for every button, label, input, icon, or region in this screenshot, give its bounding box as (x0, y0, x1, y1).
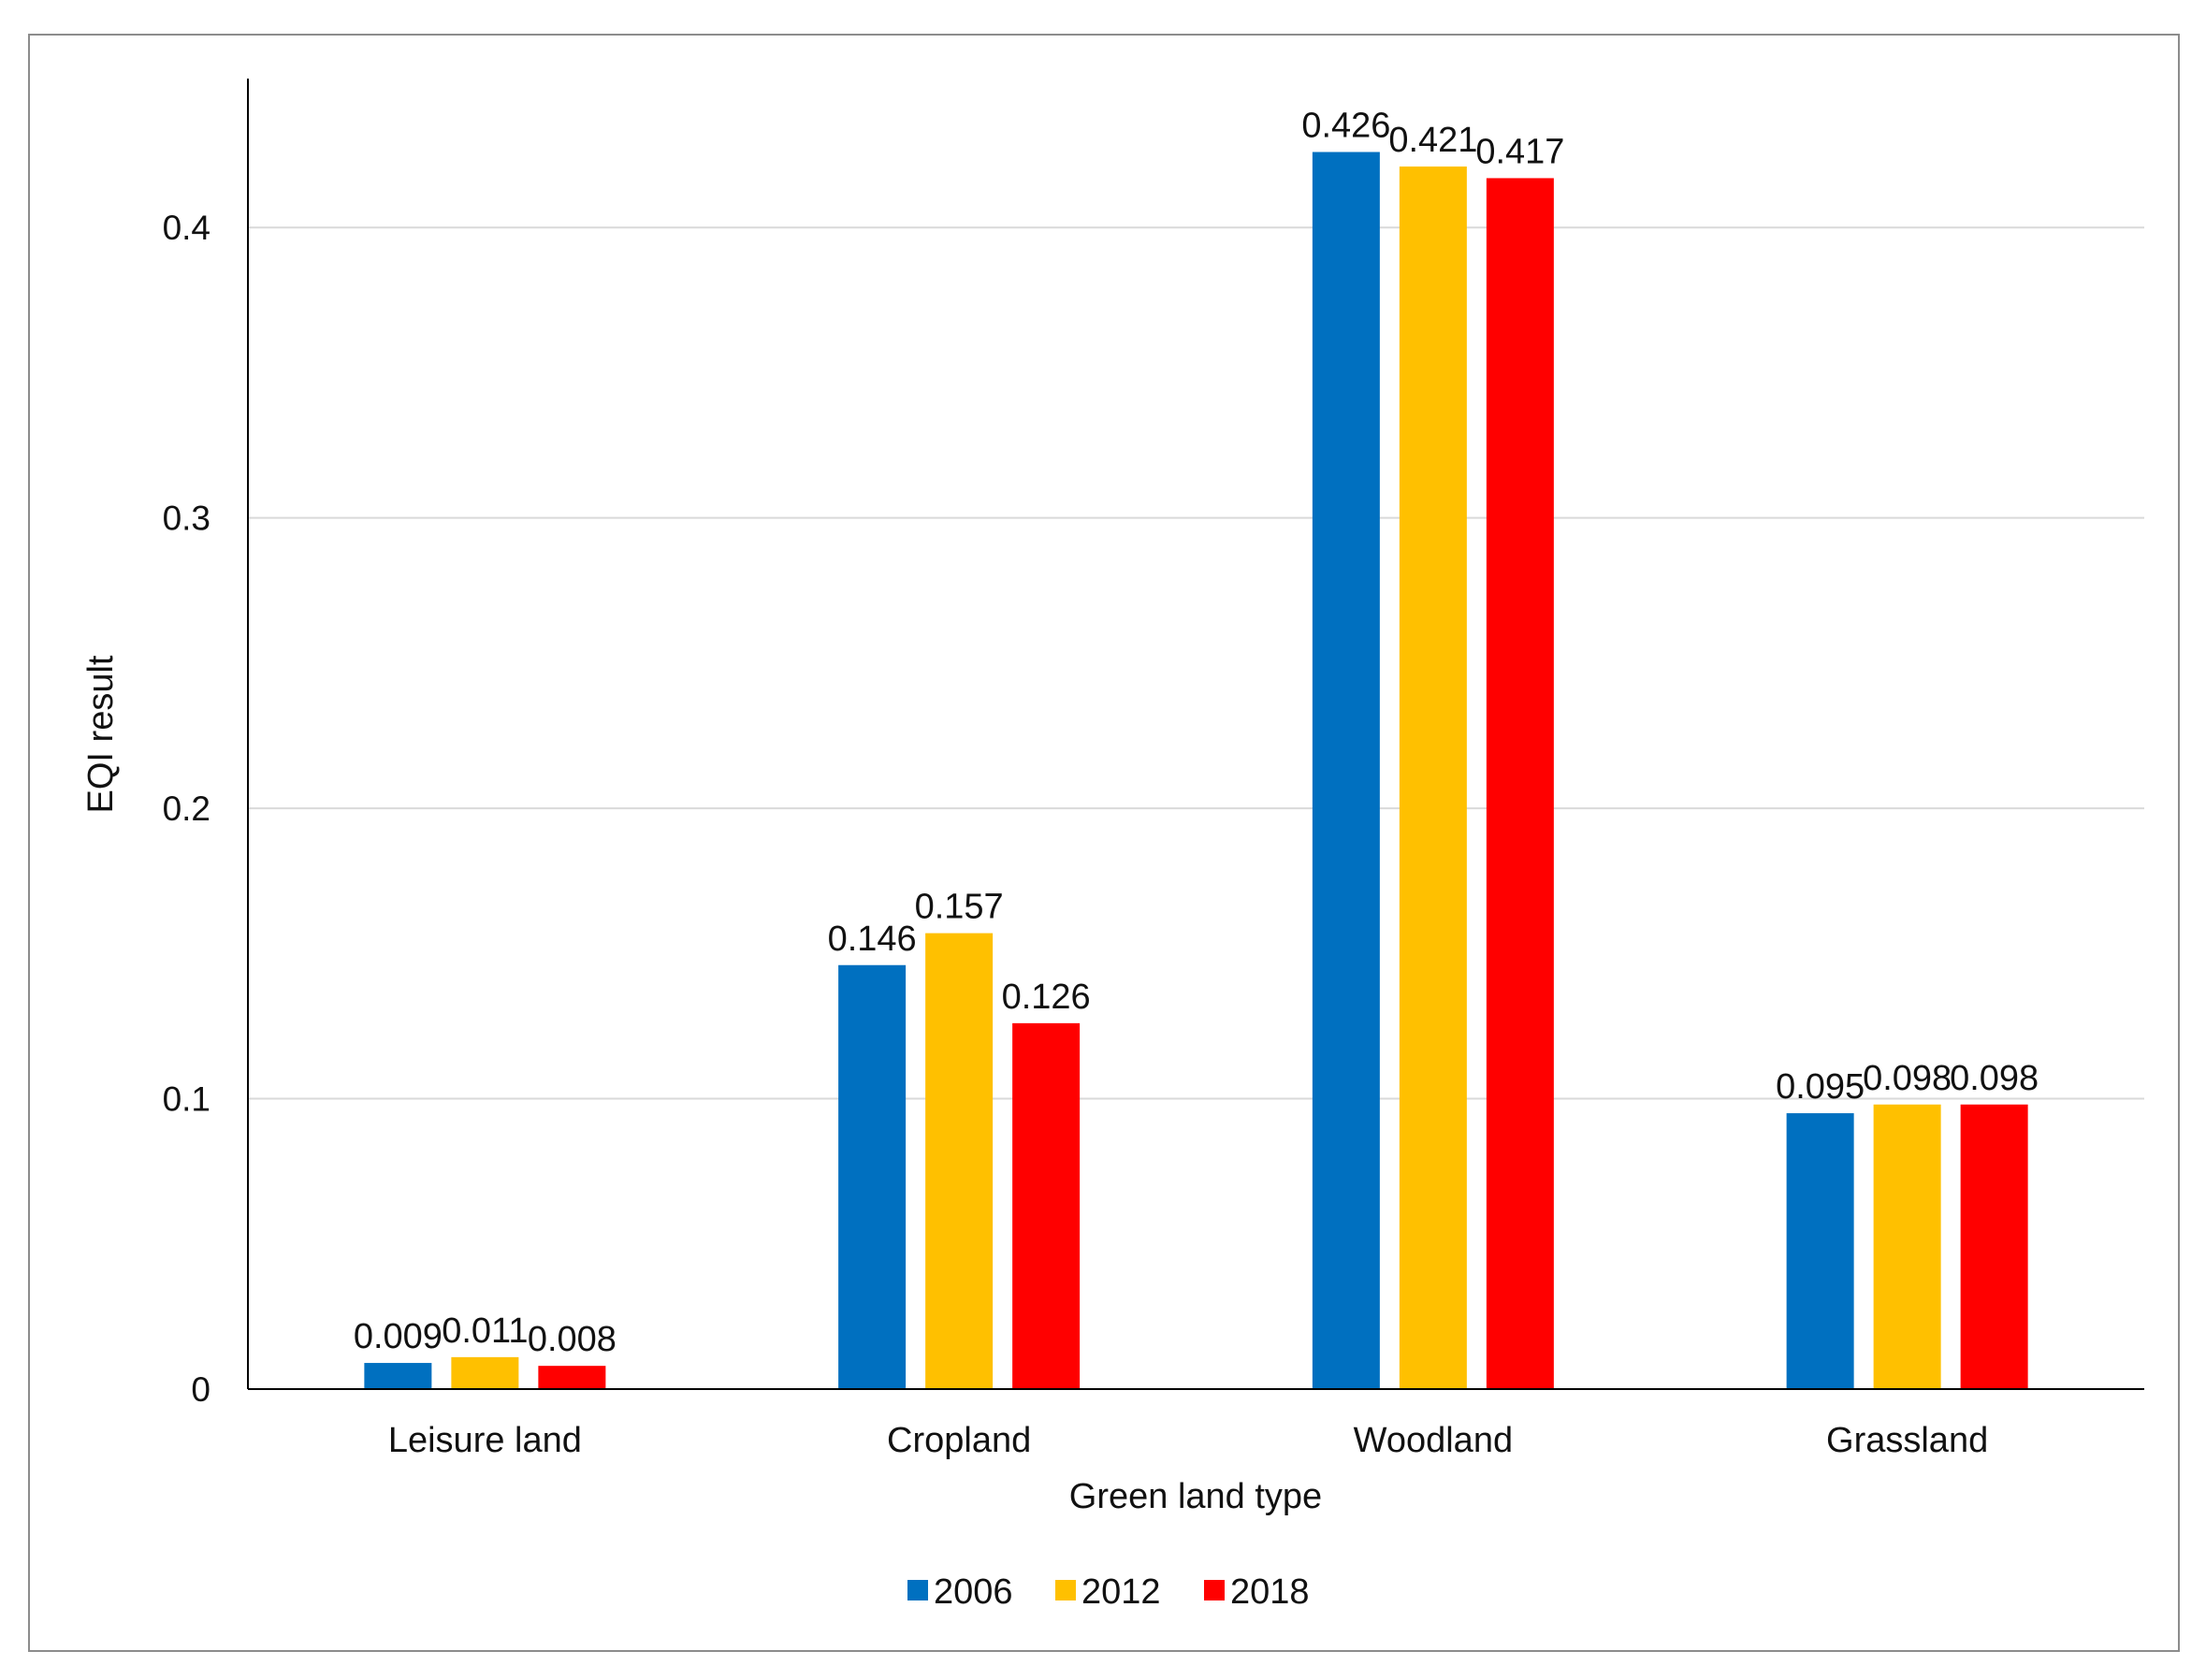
x-category-label: Woodland (1354, 1421, 1513, 1460)
axes (247, 79, 2144, 1390)
data-label: 0.011 (442, 1311, 528, 1351)
legend-swatch (1055, 1580, 1076, 1600)
bar-2012-grassland (1873, 1104, 1941, 1389)
bar-2006-cropland (838, 964, 907, 1389)
legend-swatch (907, 1580, 928, 1600)
y-tick-labels: 0 0.1 0.2 0.3 0.4 (163, 209, 210, 1409)
legend-item-2012: 2012 (1055, 1572, 1161, 1612)
bar-2012-woodland (1399, 167, 1467, 1389)
y-axis-title: EQI result (81, 655, 121, 813)
gridlines (248, 226, 2144, 1100)
data-label: 0.146 (828, 920, 917, 959)
x-category-label: Leisure land (388, 1421, 582, 1460)
x-category-label: Grassland (1826, 1421, 1988, 1460)
bar-2006-leisure-land (364, 1363, 432, 1389)
data-label: 0.008 (528, 1320, 617, 1359)
legend-swatch (1204, 1580, 1225, 1600)
x-axis-title: Green land type (1069, 1477, 1322, 1516)
legend-item-2006: 2006 (907, 1572, 1013, 1612)
bar-2018-grassland (1960, 1104, 2028, 1389)
data-label: 0.426 (1301, 107, 1390, 146)
x-category-labels: Leisure land Cropland Woodland Grassland (388, 1421, 1988, 1460)
bar-2012-leisure-land (451, 1356, 519, 1389)
data-label: 0.095 (1776, 1067, 1865, 1107)
x-category-label: Cropland (887, 1421, 1031, 1460)
data-label: 0.009 (354, 1317, 443, 1356)
data-label: 0.417 (1475, 132, 1564, 171)
y-tick-label: 0.4 (163, 209, 210, 247)
data-label: 0.098 (1950, 1059, 2039, 1098)
bars (364, 152, 2028, 1390)
data-label: 0.098 (1863, 1059, 1952, 1098)
legend-item-2018: 2018 (1204, 1572, 1310, 1612)
bar-2012-cropland (925, 933, 994, 1389)
data-label: 0.421 (1388, 121, 1477, 160)
bar-2018-woodland (1486, 178, 1554, 1390)
legend-label: 2006 (934, 1572, 1013, 1612)
y-tick-label: 0 (191, 1370, 210, 1409)
bar-2018-cropland (1012, 1022, 1081, 1389)
y-tick-label: 0.3 (163, 500, 210, 538)
y-tick-label: 0.1 (163, 1080, 210, 1119)
bar-2018-leisure-land (538, 1366, 606, 1389)
data-label: 0.126 (1002, 978, 1091, 1017)
bar-2006-woodland (1312, 152, 1380, 1389)
legend-label: 2012 (1081, 1572, 1161, 1612)
legend: 2006 2012 2018 (907, 1572, 1310, 1612)
bar-2006-grassland (1786, 1113, 1854, 1389)
y-tick-label: 0.2 (163, 789, 210, 828)
legend-label: 2018 (1230, 1572, 1310, 1612)
data-label: 0.157 (915, 888, 1004, 927)
